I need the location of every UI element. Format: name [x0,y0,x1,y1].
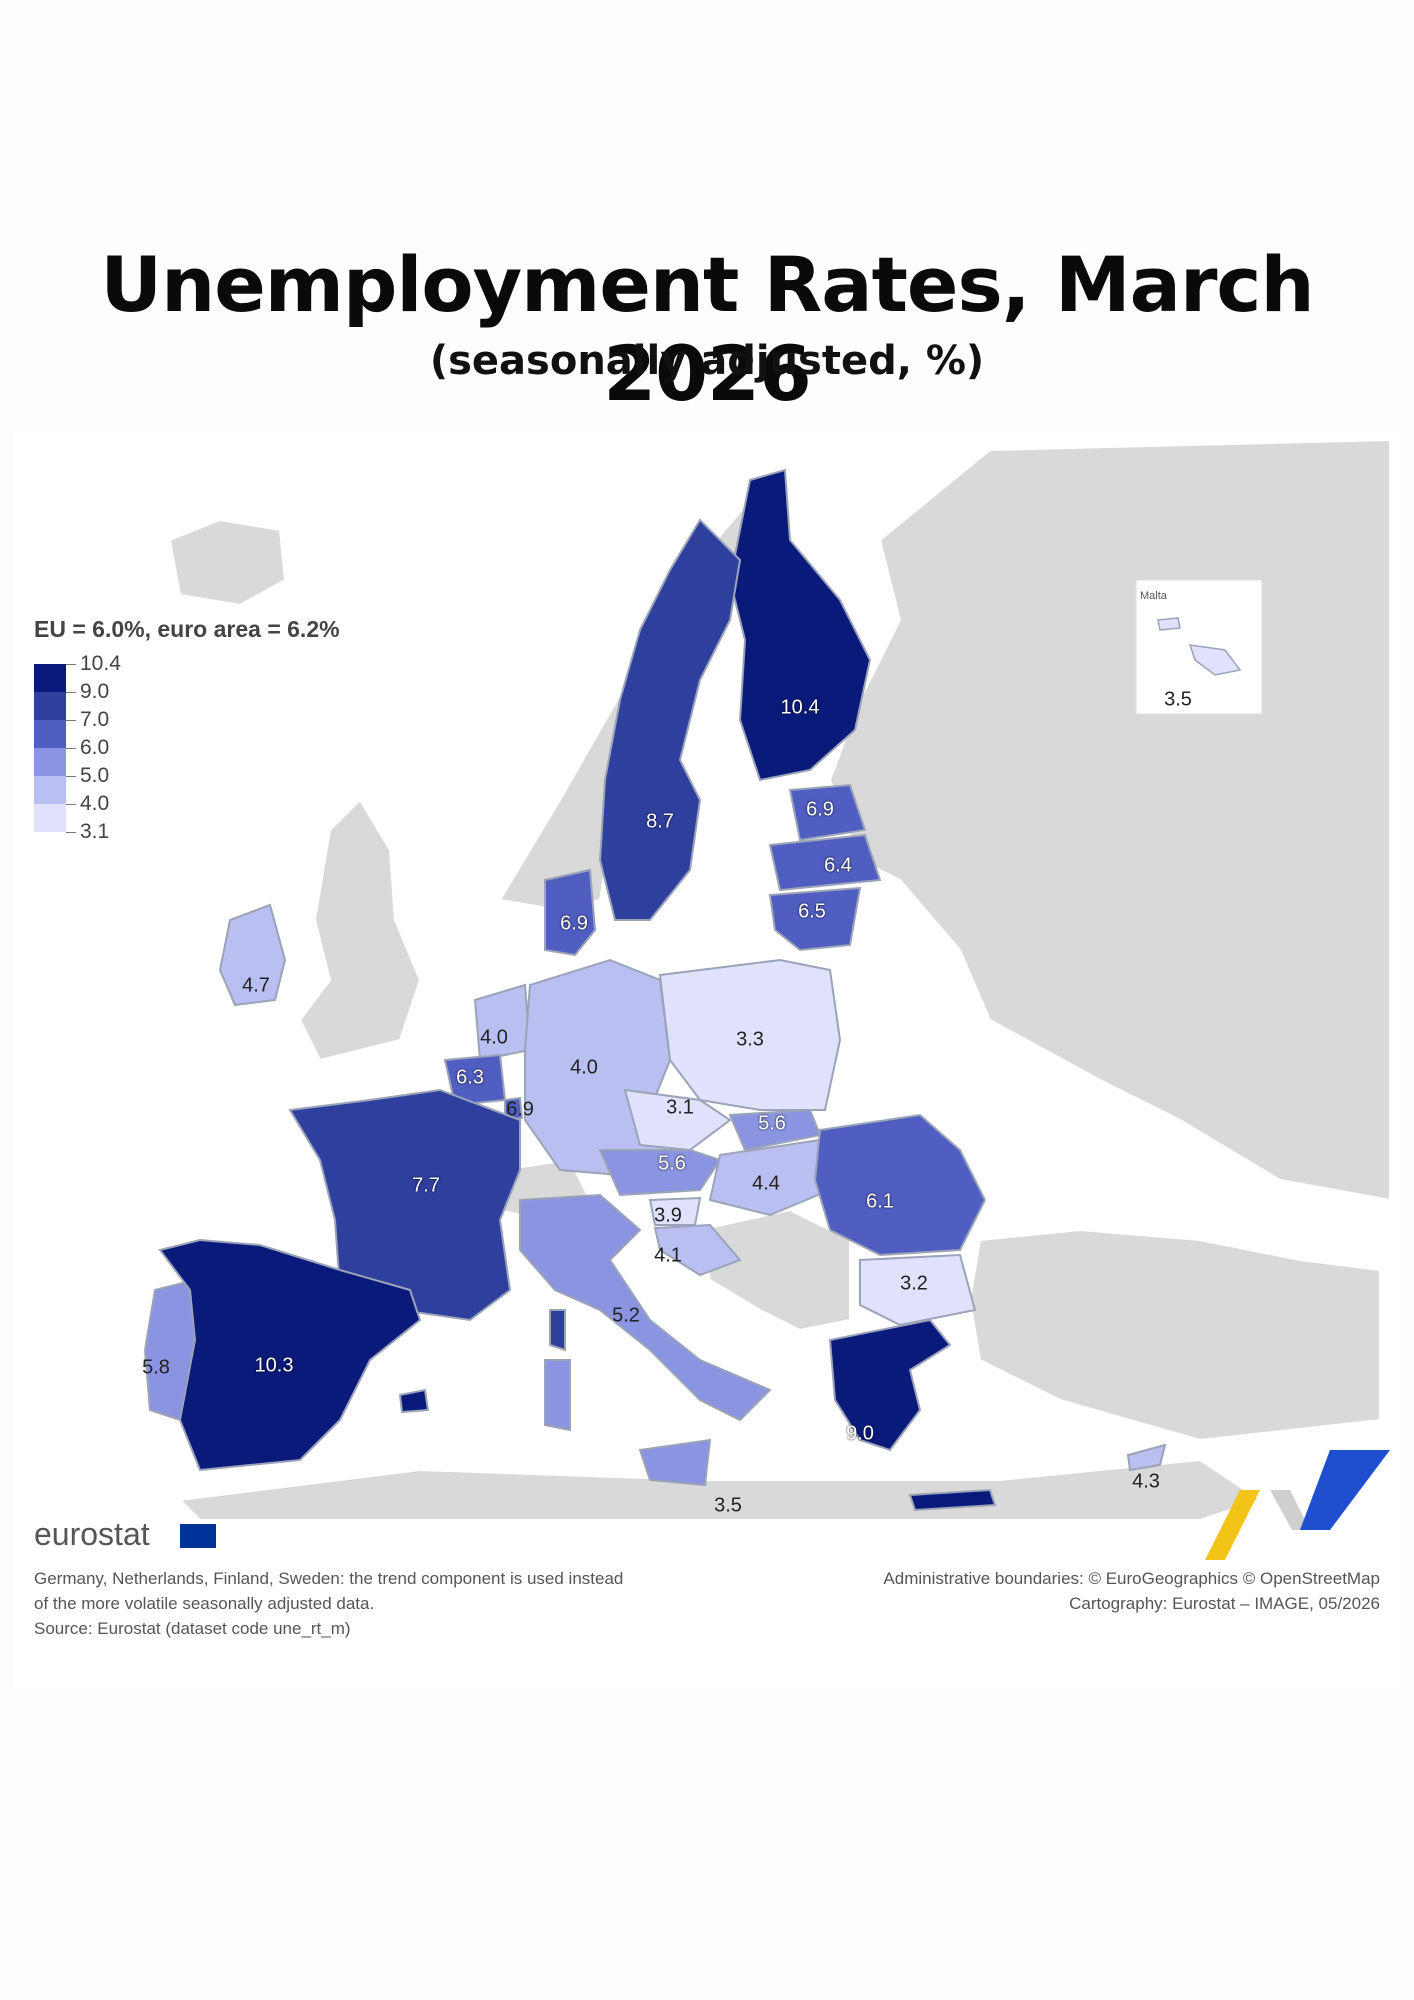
lithuania-shape [768,886,862,952]
sicily-shape [638,1438,712,1487]
legend-swatch [34,776,66,804]
croatia-shape [653,1223,742,1277]
value-label-cyprus: 4.3 [1132,1470,1160,1493]
footer-note-line: of the more volatile seasonally adjusted… [34,1594,375,1613]
value-label-romania: 6.1 [866,1190,894,1213]
legend-label: 9.0 [80,680,110,703]
denmark-shape [544,868,597,957]
austria-shape [598,1149,722,1197]
logo-stripe-yellow [1205,1490,1260,1560]
eastern-europe-shape [828,438,1391,1202]
value-label-poland: 3.3 [736,1028,764,1051]
value-label-sicily: 3.5 [714,1494,742,1517]
cyprus-shape [1126,1443,1167,1472]
value-label-spain: 10.3 [254,1354,294,1377]
france-shape [288,1088,521,1322]
iceland-shape [168,518,287,607]
value-label-malta: 3.5 [1164,688,1192,711]
page-subtitle: (seasonally adjusted, %) [429,338,985,384]
gozo-shape [1157,617,1181,631]
ireland-shape [218,903,287,1007]
value-label-italy: 5.2 [612,1304,640,1327]
eurostat-logo: eurostat [34,1516,150,1552]
value-label-czechia: 3.1 [666,1096,694,1119]
turkey-shape [968,1228,1381,1442]
hungary-shape [708,1138,832,1217]
poland-shape [658,958,842,1111]
value-label-latvia: 6.4 [824,854,852,877]
footer-credit-line: Cartography: Eurostat – IMAGE, 05/2026 [1069,1594,1380,1613]
estonia-shape [788,783,867,842]
value-label-slovenia: 3.9 [654,1204,682,1227]
logo-stripe-blue [1300,1450,1390,1530]
latvia-shape [768,833,882,892]
legend-swatch [34,720,66,748]
corsica-shape [549,1309,566,1352]
value-label-luxembourg: 6.9 [506,1098,534,1121]
footer-note-line: Germany, Netherlands, Finland, Sweden: t… [34,1569,624,1588]
value-label-finland: 10.4 [780,696,820,719]
spain-shape [158,1238,422,1472]
sweden-shape [598,518,742,921]
legend-swatch [34,804,66,832]
footer-source-line: Source: Eurostat (dataset code une_rt_m) [34,1619,351,1638]
legend-swatch [34,664,66,692]
bulgaria-shape [859,1253,977,1327]
legend-label: 3.1 [80,820,110,843]
value-label-denmark: 6.9 [560,912,588,935]
value-label-hungary: 4.4 [752,1172,780,1195]
footer-credits: Administrative boundaries: © EuroGeograp… [780,1566,1380,1616]
malta-label: Malta [1140,590,1167,602]
page-title: Unemployment Rates, March 2026 [100,240,1314,418]
balearic-shape [398,1388,430,1414]
value-label-belgium: 6.3 [456,1066,484,1089]
value-label-portugal: 5.8 [142,1356,170,1379]
value-label-lithuania: 6.5 [798,900,826,923]
legend-label: 7.0 [80,708,110,731]
uk-shape [298,798,422,1062]
footer-notes: Germany, Netherlands, Finland, Sweden: t… [34,1566,734,1641]
value-label-germany: 4.0 [570,1056,598,1079]
legend-label: 6.0 [80,736,110,759]
value-label-greece: 9.0 [846,1422,874,1445]
logo-stripe-grey [1270,1490,1310,1530]
malta-shape [1188,644,1242,676]
value-label-france: 7.7 [412,1174,440,1197]
value-label-netherlands: 4.0 [480,1026,508,1049]
finland-shape [728,468,872,782]
legend-swatch [34,692,66,720]
footer-credit-line: Administrative boundaries: © EuroGeograp… [883,1569,1380,1588]
czechia-shape [623,1088,732,1152]
value-label-slovakia: 5.6 [758,1112,786,1135]
sardinia-shape [544,1359,571,1432]
legend-swatch [34,748,66,776]
greece-shape [828,1318,952,1452]
eu-flag-icon [180,1524,216,1548]
value-label-austria: 5.6 [658,1152,686,1175]
legend-title: EU = 6.0%, euro area = 6.2% [34,616,340,642]
legend-label: 10.4 [80,652,121,675]
balkans-shape [698,1208,851,1332]
italy-shape [519,1193,772,1422]
legend-label: 4.0 [80,792,110,815]
crete-shape [908,1488,997,1512]
value-label-croatia: 4.1 [654,1244,682,1267]
value-label-bulgaria: 3.2 [900,1272,928,1295]
value-label-sweden: 8.7 [646,810,674,833]
value-label-ireland: 4.7 [242,974,270,997]
romania-shape [813,1113,987,1257]
value-label-estonia: 6.9 [806,798,834,821]
legend-label: 5.0 [80,764,110,787]
